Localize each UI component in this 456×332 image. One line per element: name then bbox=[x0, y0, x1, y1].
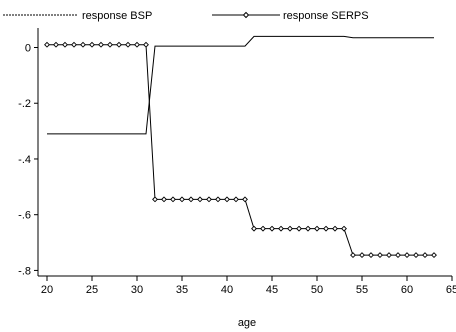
data-point bbox=[116, 41, 122, 48]
series-layer bbox=[44, 35, 437, 259]
data-point bbox=[206, 196, 212, 203]
data-point bbox=[260, 225, 266, 232]
x-tick-label: 60 bbox=[401, 284, 413, 296]
legend-label-serps: response SERPS bbox=[283, 10, 369, 22]
data-point bbox=[98, 41, 104, 48]
data-point bbox=[296, 225, 302, 232]
data-point bbox=[431, 252, 437, 259]
x-tick-label: 45 bbox=[266, 284, 278, 296]
data-point bbox=[71, 41, 77, 48]
y-tick-label: -.4 bbox=[18, 154, 31, 166]
data-point bbox=[53, 41, 59, 48]
data-point bbox=[341, 225, 347, 232]
x-ticks: 20 25 30 35 40 45 50 55 60 65 bbox=[41, 276, 456, 296]
y-tick-label: -.2 bbox=[18, 98, 31, 110]
data-point bbox=[269, 225, 275, 232]
data-point bbox=[395, 252, 401, 259]
data-point bbox=[233, 196, 239, 203]
x-tick-label: 55 bbox=[356, 284, 368, 296]
data-point bbox=[323, 225, 329, 232]
x-tick-label: 25 bbox=[86, 284, 98, 296]
data-point bbox=[152, 196, 158, 203]
data-point bbox=[359, 252, 365, 259]
data-point bbox=[368, 252, 374, 259]
data-point bbox=[377, 252, 383, 259]
data-point bbox=[179, 196, 185, 203]
data-point bbox=[386, 252, 392, 259]
data-point bbox=[413, 252, 419, 259]
data-point bbox=[314, 225, 320, 232]
x-tick-label: 35 bbox=[176, 284, 188, 296]
data-point bbox=[62, 41, 68, 48]
x-axis-title: age bbox=[238, 317, 256, 329]
axes bbox=[37, 28, 452, 277]
data-point bbox=[278, 225, 284, 232]
data-point bbox=[215, 196, 221, 203]
y-tick-label: 0 bbox=[25, 43, 31, 55]
data-point bbox=[107, 41, 113, 48]
data-point bbox=[161, 196, 167, 203]
data-point bbox=[242, 196, 248, 203]
data-point bbox=[44, 41, 50, 48]
x-tick-label: 40 bbox=[221, 284, 233, 296]
legend-label-bsp: response BSP bbox=[82, 10, 152, 22]
x-tick-label: 30 bbox=[131, 284, 143, 296]
data-point bbox=[332, 225, 338, 232]
data-point bbox=[251, 225, 257, 232]
y-tick-label: -.8 bbox=[18, 265, 31, 277]
x-tick-label: 65 bbox=[446, 284, 456, 296]
data-point bbox=[134, 41, 140, 48]
legend-marker-serps bbox=[242, 11, 250, 19]
data-point bbox=[224, 196, 230, 203]
data-point bbox=[80, 41, 86, 48]
data-point bbox=[305, 225, 311, 232]
data-point bbox=[197, 196, 203, 203]
data-point bbox=[170, 196, 176, 203]
data-point bbox=[287, 225, 293, 232]
data-point bbox=[89, 41, 95, 48]
x-tick-label: 20 bbox=[41, 284, 53, 296]
y-tick-label: -.6 bbox=[18, 210, 31, 222]
legend: response BSP response SERPS bbox=[3, 10, 369, 22]
data-point bbox=[143, 41, 149, 48]
series-line-0 bbox=[47, 35, 434, 135]
y-ticks: 0 -.2 -.4 -.6 -.8 bbox=[18, 43, 38, 277]
series-line-1 bbox=[47, 44, 434, 256]
data-point bbox=[125, 41, 131, 48]
data-point bbox=[350, 252, 356, 259]
data-point bbox=[188, 196, 194, 203]
x-tick-label: 50 bbox=[311, 284, 323, 296]
data-point bbox=[404, 252, 410, 259]
data-point bbox=[422, 252, 428, 259]
